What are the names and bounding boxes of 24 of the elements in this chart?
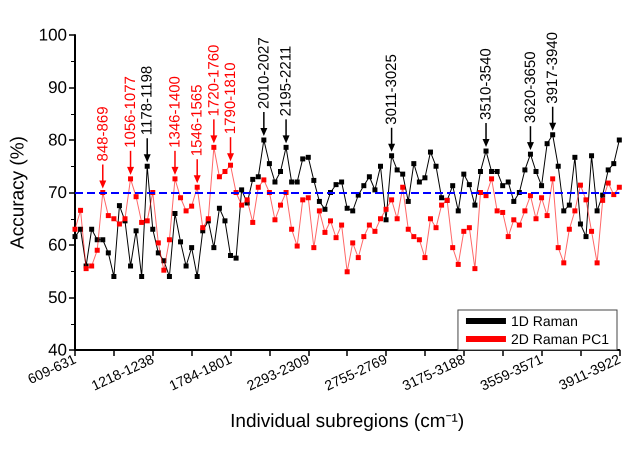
annotation: 1346-1400 bbox=[166, 76, 184, 148]
annotation: 1790-1810 bbox=[222, 62, 240, 134]
legend-label: 2D Raman PC1 bbox=[510, 331, 610, 347]
annotation: 1178-1198 bbox=[138, 66, 156, 136]
legend-label: 1D Raman bbox=[510, 313, 578, 329]
x-axis-title: Individual subregions (cm⁻¹) bbox=[230, 411, 464, 432]
annotation: 3011-3025 bbox=[383, 54, 400, 125]
y-axis-title: Accuracy (%) bbox=[8, 136, 29, 249]
annotation: 1720-1760 bbox=[205, 44, 222, 116]
y-tick-label: 40 bbox=[48, 340, 67, 360]
annotation: 2010-2027 bbox=[255, 37, 272, 109]
annotation: 3917-3940 bbox=[544, 32, 562, 104]
annotation: 2195-2211 bbox=[278, 46, 295, 116]
annotation: 1546-1565 bbox=[188, 84, 206, 156]
annotation: 848-869 bbox=[94, 106, 112, 162]
annotation: 3510-3540 bbox=[478, 48, 495, 120]
y-tick-label: 60 bbox=[48, 236, 67, 254]
y-tick-label: 50 bbox=[48, 288, 67, 307]
y-tick-label: 80 bbox=[48, 130, 67, 150]
annotation: 3620-3650 bbox=[522, 51, 539, 124]
y-tick-label: 90 bbox=[48, 78, 67, 97]
y-tick-label: 70 bbox=[48, 183, 67, 202]
y-tick-label: 100 bbox=[38, 26, 67, 44]
annotation: 1056-1077 bbox=[122, 76, 140, 148]
